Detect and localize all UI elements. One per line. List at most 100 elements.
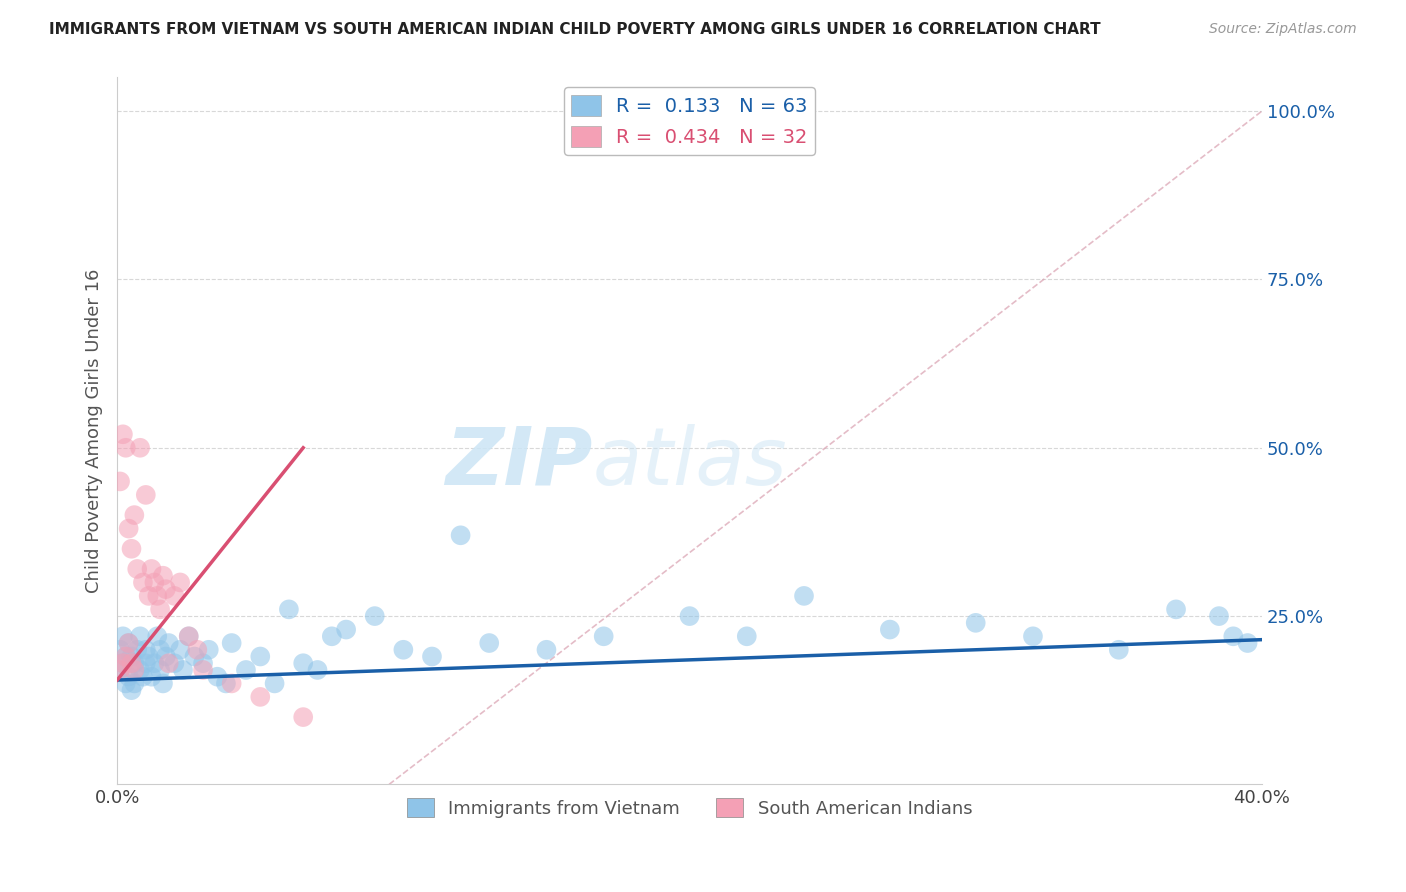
- Point: [117, 636, 139, 650]
- Point: [364, 609, 387, 624]
- Point: [121, 541, 143, 556]
- Point: [124, 663, 146, 677]
- Point: [108, 475, 131, 489]
- Point: [235, 663, 257, 677]
- Point: [114, 649, 136, 664]
- Point: [111, 657, 134, 671]
- Point: [108, 663, 131, 677]
- Point: [121, 683, 143, 698]
- Point: [1108, 642, 1130, 657]
- Point: [141, 562, 163, 576]
- Point: [277, 602, 299, 616]
- Point: [536, 642, 558, 657]
- Point: [191, 663, 214, 677]
- Point: [191, 657, 214, 671]
- Point: [292, 710, 315, 724]
- Point: [307, 663, 329, 677]
- Point: [114, 649, 136, 664]
- Point: [117, 522, 139, 536]
- Point: [249, 690, 271, 704]
- Point: [221, 676, 243, 690]
- Point: [478, 636, 501, 650]
- Point: [117, 670, 139, 684]
- Point: [121, 649, 143, 664]
- Point: [135, 488, 157, 502]
- Point: [177, 629, 200, 643]
- Point: [111, 629, 134, 643]
- Point: [129, 663, 152, 677]
- Point: [1236, 636, 1258, 650]
- Point: [169, 642, 191, 657]
- Point: [965, 615, 987, 630]
- Text: ZIP: ZIP: [444, 424, 592, 501]
- Point: [678, 609, 700, 624]
- Point: [1222, 629, 1244, 643]
- Text: Source: ZipAtlas.com: Source: ZipAtlas.com: [1209, 22, 1357, 37]
- Point: [292, 657, 315, 671]
- Point: [1208, 609, 1230, 624]
- Point: [149, 642, 172, 657]
- Point: [249, 649, 271, 664]
- Point: [592, 629, 614, 643]
- Point: [735, 629, 758, 643]
- Point: [135, 657, 157, 671]
- Point: [146, 629, 169, 643]
- Point: [172, 663, 194, 677]
- Point: [143, 657, 166, 671]
- Point: [114, 676, 136, 690]
- Point: [169, 575, 191, 590]
- Point: [132, 575, 155, 590]
- Point: [121, 657, 143, 671]
- Point: [321, 629, 343, 643]
- Point: [129, 441, 152, 455]
- Point: [124, 676, 146, 690]
- Point: [177, 629, 200, 643]
- Point: [111, 427, 134, 442]
- Point: [197, 642, 219, 657]
- Point: [138, 649, 160, 664]
- Point: [879, 623, 901, 637]
- Point: [129, 629, 152, 643]
- Point: [215, 676, 238, 690]
- Point: [152, 676, 174, 690]
- Point: [127, 562, 149, 576]
- Point: [420, 649, 443, 664]
- Point: [149, 602, 172, 616]
- Point: [186, 642, 208, 657]
- Legend: Immigrants from Vietnam, South American Indians: Immigrants from Vietnam, South American …: [399, 790, 980, 825]
- Point: [392, 642, 415, 657]
- Point: [127, 642, 149, 657]
- Point: [138, 589, 160, 603]
- Point: [124, 508, 146, 522]
- Point: [155, 649, 177, 664]
- Text: IMMIGRANTS FROM VIETNAM VS SOUTH AMERICAN INDIAN CHILD POVERTY AMONG GIRLS UNDER: IMMIGRANTS FROM VIETNAM VS SOUTH AMERICA…: [49, 22, 1101, 37]
- Point: [450, 528, 472, 542]
- Point: [163, 657, 186, 671]
- Point: [155, 582, 177, 596]
- Point: [183, 649, 205, 664]
- Point: [111, 657, 134, 671]
- Point: [108, 642, 131, 657]
- Point: [132, 670, 155, 684]
- Point: [146, 589, 169, 603]
- Point: [143, 575, 166, 590]
- Point: [207, 670, 229, 684]
- Point: [117, 636, 139, 650]
- Point: [263, 676, 285, 690]
- Point: [1022, 629, 1045, 643]
- Point: [108, 663, 131, 677]
- Point: [149, 663, 172, 677]
- Point: [1164, 602, 1187, 616]
- Point: [221, 636, 243, 650]
- Point: [157, 636, 180, 650]
- Text: atlas: atlas: [592, 424, 787, 501]
- Point: [141, 670, 163, 684]
- Point: [135, 642, 157, 657]
- Point: [163, 589, 186, 603]
- Y-axis label: Child Poverty Among Girls Under 16: Child Poverty Among Girls Under 16: [86, 268, 103, 593]
- Point: [152, 568, 174, 582]
- Point: [793, 589, 815, 603]
- Point: [335, 623, 357, 637]
- Point: [124, 657, 146, 671]
- Point: [114, 441, 136, 455]
